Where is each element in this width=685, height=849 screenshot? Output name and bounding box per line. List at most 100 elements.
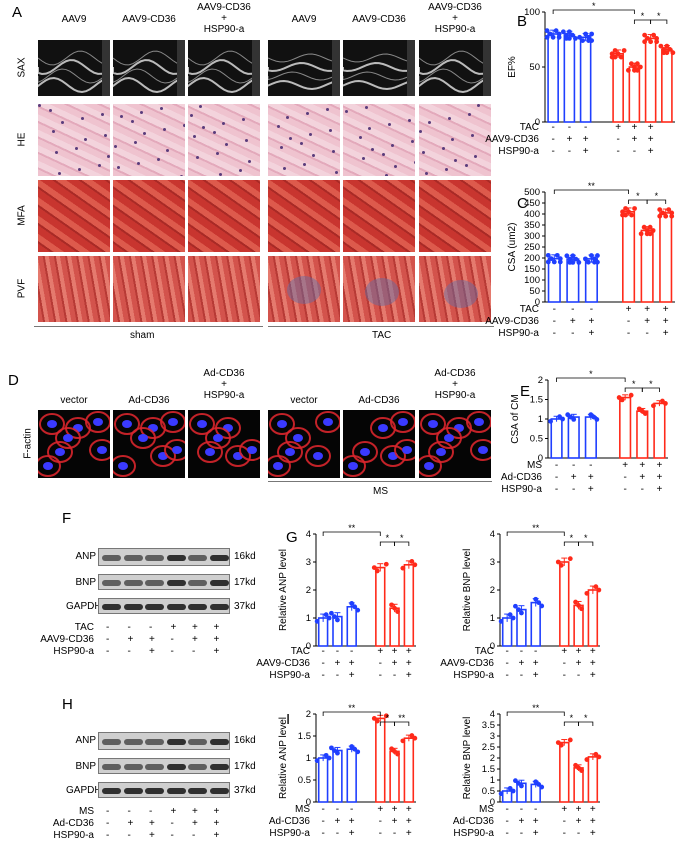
nucleus-dot [131, 120, 134, 123]
nucleus-dot [143, 132, 146, 135]
condition-sign: - [393, 670, 396, 681]
data-point [596, 587, 602, 593]
data-point [657, 207, 663, 213]
data-point [409, 733, 415, 738]
data-point [642, 32, 648, 38]
condition-sign: - [505, 828, 508, 839]
condition-sign: - [505, 670, 508, 681]
condition-sign: - [520, 804, 523, 815]
nucleus-dot [180, 175, 183, 176]
sax-echo-image [268, 40, 340, 96]
condition-sign: + [631, 122, 637, 133]
condition-sign: - [568, 122, 571, 133]
condition-sign: + [566, 134, 572, 145]
significance-bracket [394, 721, 410, 726]
y-tick-label: 3.5 [482, 720, 495, 731]
data-point [642, 411, 648, 416]
nucleus-dot [414, 161, 415, 164]
condition-sign: + [349, 658, 355, 669]
significance-label: * [589, 369, 593, 379]
data-point [498, 618, 504, 624]
panel-a-column-header: AAV9-CD36 [352, 14, 406, 25]
significance-label: ** [588, 181, 596, 191]
data-point [651, 403, 656, 409]
data-point [586, 259, 591, 265]
bar [317, 617, 329, 647]
condition-sign: - [336, 646, 339, 657]
condition-label: TAC [475, 646, 494, 657]
y-tick-label: 2 [490, 753, 495, 764]
sham-group-line [34, 326, 263, 327]
condition-label: AAV9-CD36 [256, 658, 310, 669]
condition-label: Ad-CD36 [453, 816, 495, 827]
data-point [586, 38, 592, 43]
data-point [371, 565, 377, 570]
y-tick-label: 4 [306, 529, 311, 540]
nucleus-dot [309, 133, 312, 136]
nucleus-dot [286, 116, 289, 119]
blot-condition-sign: + [213, 806, 220, 817]
data-point [349, 744, 355, 749]
data-point [588, 412, 594, 418]
condition-sign: + [657, 484, 663, 495]
blot-band [123, 739, 143, 745]
data-point [573, 599, 578, 605]
data-point [654, 36, 660, 41]
bar [403, 563, 415, 647]
data-point [664, 50, 670, 56]
nucleus-dot [202, 126, 205, 129]
blot-condition-sign: + [149, 818, 155, 829]
data-point [513, 603, 518, 609]
data-point [329, 610, 334, 616]
condition-sign: - [568, 146, 571, 157]
blot-condition-sign: - [127, 830, 131, 841]
data-point [593, 751, 599, 757]
condition-sign: + [571, 472, 577, 483]
data-point [591, 414, 597, 420]
bar [622, 211, 636, 303]
blot-band [188, 739, 207, 745]
he-stain-image [38, 104, 110, 176]
data-point [510, 615, 516, 621]
panel-a-row-label: SAX [16, 57, 28, 78]
data-point [560, 416, 565, 422]
data-point [629, 212, 634, 218]
condition-sign: - [505, 658, 508, 669]
blot-size-label: 17kd [234, 761, 256, 772]
y-tick-label: 450 [524, 198, 540, 209]
nucleus-dot [283, 167, 286, 170]
f-actin-image [188, 410, 260, 478]
significance-bracket [641, 387, 660, 392]
nucleus-dot [245, 139, 248, 142]
condition-sign: - [520, 670, 523, 681]
bar [389, 607, 400, 647]
blot-band [123, 604, 143, 610]
bar [628, 66, 641, 123]
y-tick-label: 250 [524, 242, 540, 253]
condition-label: HSP90-a [501, 484, 542, 495]
y-tick-label: 1.5 [530, 395, 543, 406]
data-point [548, 256, 554, 262]
y-tick-label: 1 [538, 414, 543, 425]
data-point [631, 67, 637, 73]
y-axis-label: Relative ANP level [278, 717, 289, 799]
blot-band [166, 580, 186, 586]
blot-band [209, 788, 229, 794]
condition-sign: + [349, 828, 355, 839]
he-stain-image [113, 104, 185, 176]
data-point [570, 260, 576, 265]
significance-label: * [570, 713, 574, 723]
blot-band [209, 739, 229, 745]
condition-sign: - [571, 304, 574, 315]
data-point [392, 605, 397, 611]
bar [530, 783, 541, 803]
nucleus-dot [219, 173, 222, 176]
condition-sign: + [583, 134, 589, 145]
data-point [628, 61, 634, 67]
condition-sign: + [570, 316, 576, 327]
significance-label: * [386, 533, 390, 543]
condition-sign: + [663, 328, 669, 339]
data-point [355, 607, 361, 613]
blot-condition-sign: - [170, 646, 174, 657]
